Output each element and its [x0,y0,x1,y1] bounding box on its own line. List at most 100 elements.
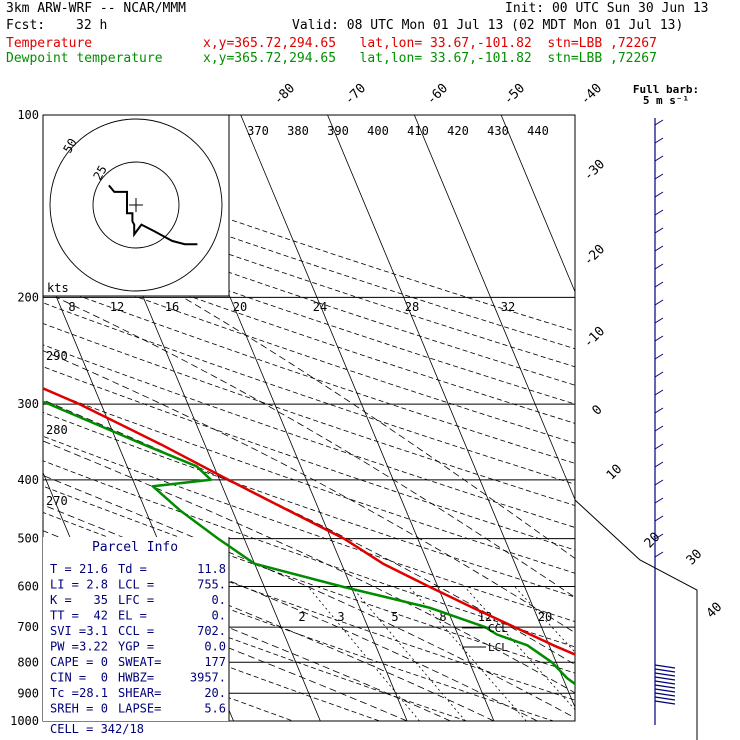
parcel-key: K = [50,593,72,607]
parcel-key: SVI = [50,624,86,638]
hodograph-ring-label: 25 [90,163,109,183]
mixing-ratio-label: 20 [538,610,552,624]
wind-barb [654,443,664,450]
wind-barb [654,696,676,701]
theta-label: 410 [407,124,429,138]
temperature-label: -70 [342,81,369,108]
temperature-label: -80 [271,81,298,108]
theta-label: 390 [327,124,349,138]
wind-barb [654,672,676,677]
mixing-ratio-line [464,586,575,711]
dewpoint-location: x,y=365.72,294.65 lat,lon= 33.67,-101.82… [203,51,657,66]
parcel-value: 702. [197,624,226,638]
barb-unit: 5 m s⁻¹ [643,94,689,107]
parcel-key: CCL = [118,624,154,638]
wind-barb [654,155,664,162]
parcel-key: SREH = [50,702,93,716]
parcel-key: LI = [50,578,79,592]
temperature-label: 10 [604,462,626,484]
pressure-label: 1000 [10,714,39,728]
wind-barb [654,461,664,468]
wind-barb [654,680,676,685]
isotherm [327,115,575,709]
dry-adiabat [43,411,575,598]
parcel-key: LCL = [118,578,154,592]
isotherm [675,115,740,734]
wind-barb [654,245,664,252]
wind-barb [654,335,664,342]
wind-barb [654,700,676,705]
wind-barb [654,353,664,360]
parcel-key: SHEAR= [118,686,161,700]
upper-axis-label: 28 [405,300,419,314]
dry-adiabat [43,485,575,674]
temperature-label: -30 [581,157,608,184]
dry-adiabat [43,344,575,528]
upper-axis-label: 24 [313,300,327,314]
wind-barb [654,664,676,669]
temperature-label: 20 [642,530,664,552]
mixing-ratio-label: 2 [298,610,305,624]
temperature-line [43,386,575,656]
model-title: 3km ARW-WRF -- NCAR/MMM [6,1,187,16]
temperature-label: 30 [684,547,706,569]
parcel-value: 11.8 [197,562,226,576]
dry-adiabat [43,206,575,386]
pressure-label: 800 [17,655,39,669]
parcel-key: EL = [118,609,147,623]
isotherm [500,115,575,293]
wind-barb [654,173,664,180]
wind-barb [654,209,664,216]
dewpoint-legend: Dewpoint temperature [6,51,163,66]
dewpoint-line [43,400,575,686]
parcel-key: CAPE = [50,655,93,669]
parcel-key: Tc = [50,686,79,700]
temperature-label: -50 [501,81,528,108]
isotherm [240,115,495,721]
pressure-label: 100 [17,108,39,122]
parcel-value: 21.6 [79,562,108,576]
wind-barb [654,551,664,558]
parcel-value: 42 [94,609,108,623]
parcel-value: 35 [94,593,108,607]
parcel-key: Td = [118,562,147,576]
wind-barb [654,281,664,288]
temperature-label: 0 [589,402,605,418]
wind-barb [654,688,676,693]
upper-axis-label: 8 [68,300,75,314]
header: 3km ARW-WRF -- NCAR/MMM Init: 00 UTC Sun… [0,0,740,70]
parcel-key: CIN = [50,671,86,685]
wind-barb [654,533,664,540]
pressure-label: 200 [17,290,39,304]
hodograph-ring [92,161,180,249]
hodograph-trace [108,184,198,246]
theta-label: 420 [447,124,469,138]
wind-barb [654,684,676,689]
parcel-key: SWEAT= [118,655,161,669]
upper-axis-label: 12 [110,300,124,314]
wind-barb [654,119,664,126]
wind-barb [654,389,664,396]
plot-frame [42,114,576,722]
theta-label: 440 [527,124,549,138]
temperature-legend: Temperature [6,36,93,51]
sounding-series [43,386,575,686]
parcel-value: 3957. [190,671,226,685]
temperature-label: -10 [581,324,608,351]
wind-barb [654,692,676,697]
parcel-key: LFC = [118,593,154,607]
hodograph-ring [49,118,223,292]
dry-adiabat [43,596,382,721]
wind-barb [654,676,676,681]
mixing-ratio-label: 8 [439,610,446,624]
upper-axis-label: 20 [233,300,247,314]
parcel-key: TT = [50,609,79,623]
wind-barb [654,137,664,144]
mixing-ratio-label: 5 [391,610,398,624]
mixing-ratio-line [307,586,420,721]
parcel-value: 0.0 [204,640,226,654]
moist-adiabat [43,552,451,721]
annotations: CCL LCL [462,622,508,654]
parcel-info-panel: Parcel Info T = 21.6 Td = 11.8 LI = 2.8 LCL = 75… [43,537,230,736]
upper-axis-label: 16 [165,300,179,314]
